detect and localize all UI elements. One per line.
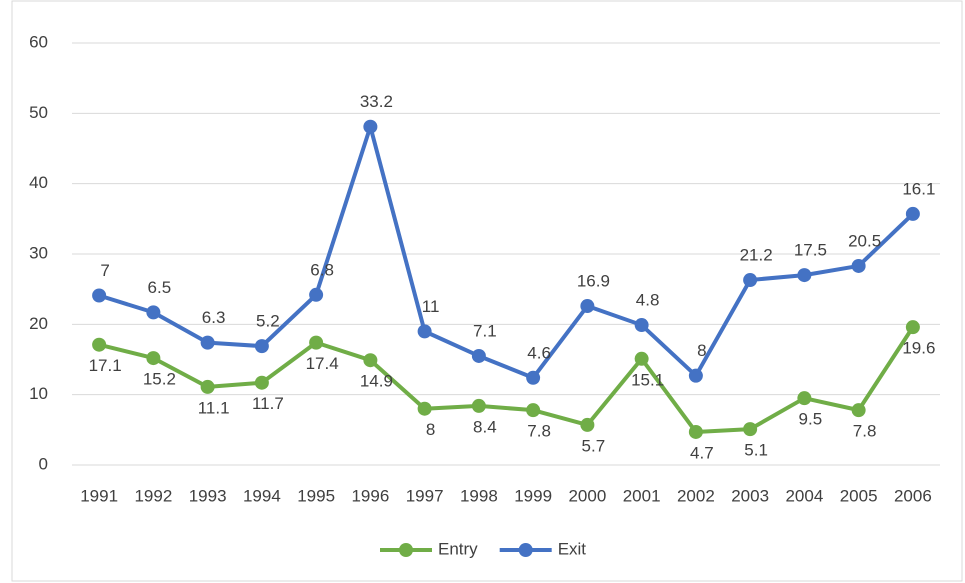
data-label: 21.2 [740,246,773,265]
legend-label: Exit [558,539,587,558]
data-label: 14.9 [360,372,393,391]
data-label: 16.9 [577,272,610,291]
point [526,370,541,385]
x-tick-label: 1998 [460,486,498,505]
data-label: 11.1 [198,398,230,417]
data-label: 17.1 [89,356,122,375]
data-label: 8 [697,341,706,360]
data-label: 6.3 [202,308,226,327]
data-label: 17.5 [794,241,827,260]
data-label: 33.2 [360,92,393,111]
data-label: 15.2 [143,370,176,389]
point [526,403,541,418]
point [743,273,758,288]
point [417,324,432,339]
data-label: 7.8 [853,422,877,441]
point [905,206,920,221]
series-line [98,124,915,380]
data-label: 4.7 [690,443,714,462]
data-label: 4.6 [527,343,551,362]
x-tick-label: 1991 [80,486,118,505]
point [92,288,107,303]
data-label: 16.1 [902,179,935,198]
point [309,335,324,350]
data-label: 4.8 [636,291,660,310]
x-tick-label: 2003 [731,486,769,505]
y-tick-label: 40 [29,173,48,192]
x-tick-label: 1997 [406,486,444,505]
data-label: 5.1 [744,441,768,460]
x-tick-label: 2004 [785,486,823,505]
point [743,422,758,437]
legend-label: Entry [438,539,478,558]
data-label: 6.5 [148,278,172,297]
point [851,258,866,273]
data-label: 11.7 [252,394,284,413]
point [417,401,432,416]
data-label: 20.5 [848,231,881,250]
point [634,318,649,333]
data-label: 7 [100,261,109,280]
point [92,337,107,352]
point [471,398,486,413]
point [309,287,324,302]
point [200,379,215,394]
data-label: 11 [422,297,440,316]
data-label: 7.1 [473,321,497,340]
point [580,299,595,314]
point [146,305,161,320]
x-tick-label: 1993 [189,486,227,505]
point [634,351,649,366]
point [254,375,269,390]
data-label: 8.4 [473,417,497,436]
legend-marker [518,543,533,557]
series-line [98,326,915,434]
point [363,119,378,134]
point [797,391,812,406]
point [363,353,378,368]
point [688,368,703,383]
point [471,348,486,363]
x-tick-label: 1995 [297,486,335,505]
x-tick-label: 1996 [351,486,389,505]
chart-border [11,0,963,582]
x-tick-label: 2001 [623,486,661,505]
x-tick-label: 1994 [243,486,281,505]
y-tick-label: 60 [29,32,48,51]
x-tick-label: 2000 [568,486,606,505]
point [200,335,215,350]
y-tick-label: 20 [29,314,48,333]
data-label: 17.4 [306,354,339,373]
data-label: 9.5 [799,410,823,429]
x-tick-label: 1999 [514,486,552,505]
data-label: 7.8 [527,422,551,441]
point [580,417,595,432]
point [688,424,703,439]
point [905,320,920,335]
data-label: 19.6 [902,339,935,358]
point [851,403,866,418]
y-tick-label: 50 [29,103,48,122]
x-tick-label: 2002 [677,486,715,505]
data-label: 8 [426,420,435,439]
y-tick-label: 0 [39,454,48,473]
x-tick-label: 2006 [894,486,932,505]
y-tick-label: 30 [29,243,48,262]
x-tick-label: 2005 [840,486,878,505]
point [254,339,269,354]
legend-marker [399,543,413,557]
x-tick-label: 1992 [134,486,172,505]
data-label: 5.7 [582,436,606,455]
point [146,351,161,366]
y-tick-label: 10 [29,384,48,403]
data-label: 15.1 [631,370,664,389]
data-label: 5.2 [256,312,280,331]
point [797,268,812,283]
data-label: 6.8 [310,260,334,279]
